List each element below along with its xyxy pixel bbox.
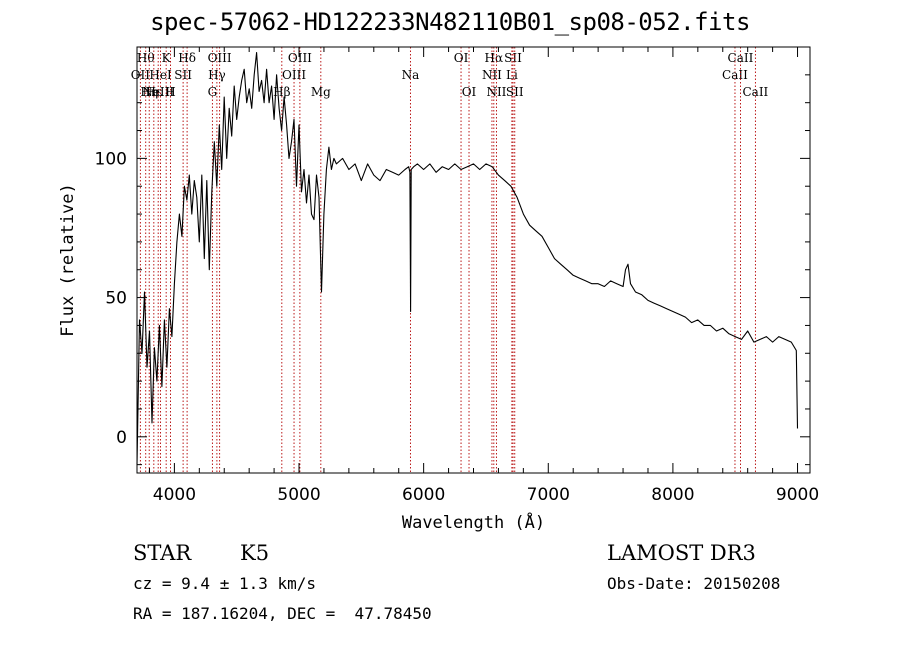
- line-marker-label-18: OI: [454, 51, 469, 65]
- line-marker-label-4: NeIII: [142, 85, 174, 99]
- line-marker-label-8: SII: [174, 68, 192, 82]
- line-marker-label-9: Hδ: [178, 51, 196, 65]
- coordinates: RA = 187.16204, DEC = 47.78450: [133, 604, 432, 623]
- line-marker-label-19: OI: [462, 85, 477, 99]
- x-tick-label: 5000: [277, 485, 320, 505]
- x-tick-label: 4000: [153, 485, 196, 505]
- redshift-cz: cz = 9.4 ± 1.3 km/s: [133, 574, 317, 593]
- line-marker-label-17: Na: [402, 68, 420, 82]
- line-marker-label-6: K: [162, 51, 172, 65]
- line-marker-label-5: HeI: [149, 68, 172, 82]
- object-class: STAR: [133, 541, 192, 565]
- y-tick-label: 100: [95, 149, 127, 169]
- x-tick-label: 7000: [527, 485, 570, 505]
- line-marker-label-10: G: [208, 85, 218, 99]
- line-marker-label-15: OIII: [288, 51, 312, 65]
- y-axis-label: Flux (relative): [58, 183, 78, 337]
- line-marker-label-27: CaII: [728, 51, 754, 65]
- line-marker-label-16: Mg: [311, 85, 331, 99]
- line-marker-label-28: CaII: [742, 85, 768, 99]
- chart-title: spec-57062-HD122233N482110B01_sp08-052.f…: [150, 8, 750, 36]
- x-axis-label: Wavelength (Å): [402, 511, 545, 533]
- line-marker-label-25: SII: [506, 85, 524, 99]
- object-subclass: K5: [240, 541, 270, 565]
- line-marker-label-21: Hα: [485, 51, 504, 65]
- survey-name: LAMOST DR3: [607, 541, 756, 565]
- line-marker-label-12: OIII: [208, 51, 232, 65]
- line-marker-label-23: Li: [506, 68, 518, 82]
- x-tick-label: 6000: [402, 485, 445, 505]
- line-marker-label-3: Hε: [145, 85, 162, 99]
- line-marker-label-11: Hγ: [208, 68, 226, 82]
- spectrum-line: [136, 52, 799, 465]
- line-marker-label-7: H: [165, 85, 175, 99]
- line-marker-label-14: OIII: [282, 68, 306, 82]
- x-tick-label: 8000: [651, 485, 694, 505]
- line-marker-label-1: Hθ: [137, 51, 155, 65]
- y-tick-label: 50: [105, 289, 127, 309]
- line-marker-label-2: Hη: [140, 85, 158, 99]
- line-marker-label-26: CaII: [722, 68, 748, 82]
- line-marker-label-20: NII: [482, 68, 502, 82]
- observation-date: Obs-Date: 20150208: [607, 574, 781, 593]
- line-marker-label-22: NII: [486, 85, 506, 99]
- line-marker-label-24: SII: [504, 51, 522, 65]
- x-tick-label: 9000: [776, 485, 819, 505]
- y-tick-label: 0: [116, 428, 127, 448]
